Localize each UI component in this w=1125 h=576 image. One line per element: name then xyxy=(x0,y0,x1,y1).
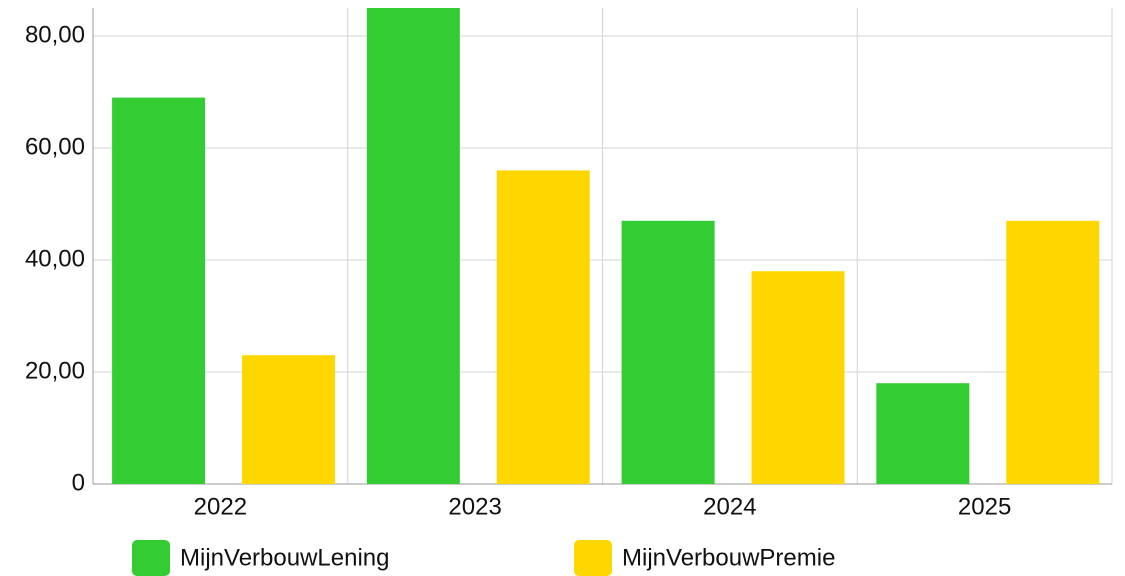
x-tick-label: 2025 xyxy=(958,493,1011,520)
y-tick-label: 60,00 xyxy=(25,133,85,160)
bar xyxy=(112,97,206,484)
bar xyxy=(751,271,845,484)
x-tick-label: 2022 xyxy=(194,493,247,520)
y-tick-label: 80,00 xyxy=(25,21,85,48)
bar xyxy=(621,220,715,485)
bar xyxy=(242,355,336,484)
x-tick-label: 2023 xyxy=(448,493,501,520)
bar xyxy=(366,8,460,484)
bar xyxy=(496,170,590,484)
y-tick-label: 0 xyxy=(72,469,85,496)
legend-swatch xyxy=(574,540,612,576)
legend-label: MijnVerbouwLening xyxy=(180,544,389,571)
y-tick-label: 40,00 xyxy=(25,245,85,272)
bar xyxy=(876,383,970,484)
legend-swatch xyxy=(132,540,170,576)
legend-label: MijnVerbouwPremie xyxy=(622,544,835,571)
bar xyxy=(1006,220,1100,485)
x-tick-label: 2024 xyxy=(703,493,756,520)
y-tick-label: 20,00 xyxy=(25,357,85,384)
